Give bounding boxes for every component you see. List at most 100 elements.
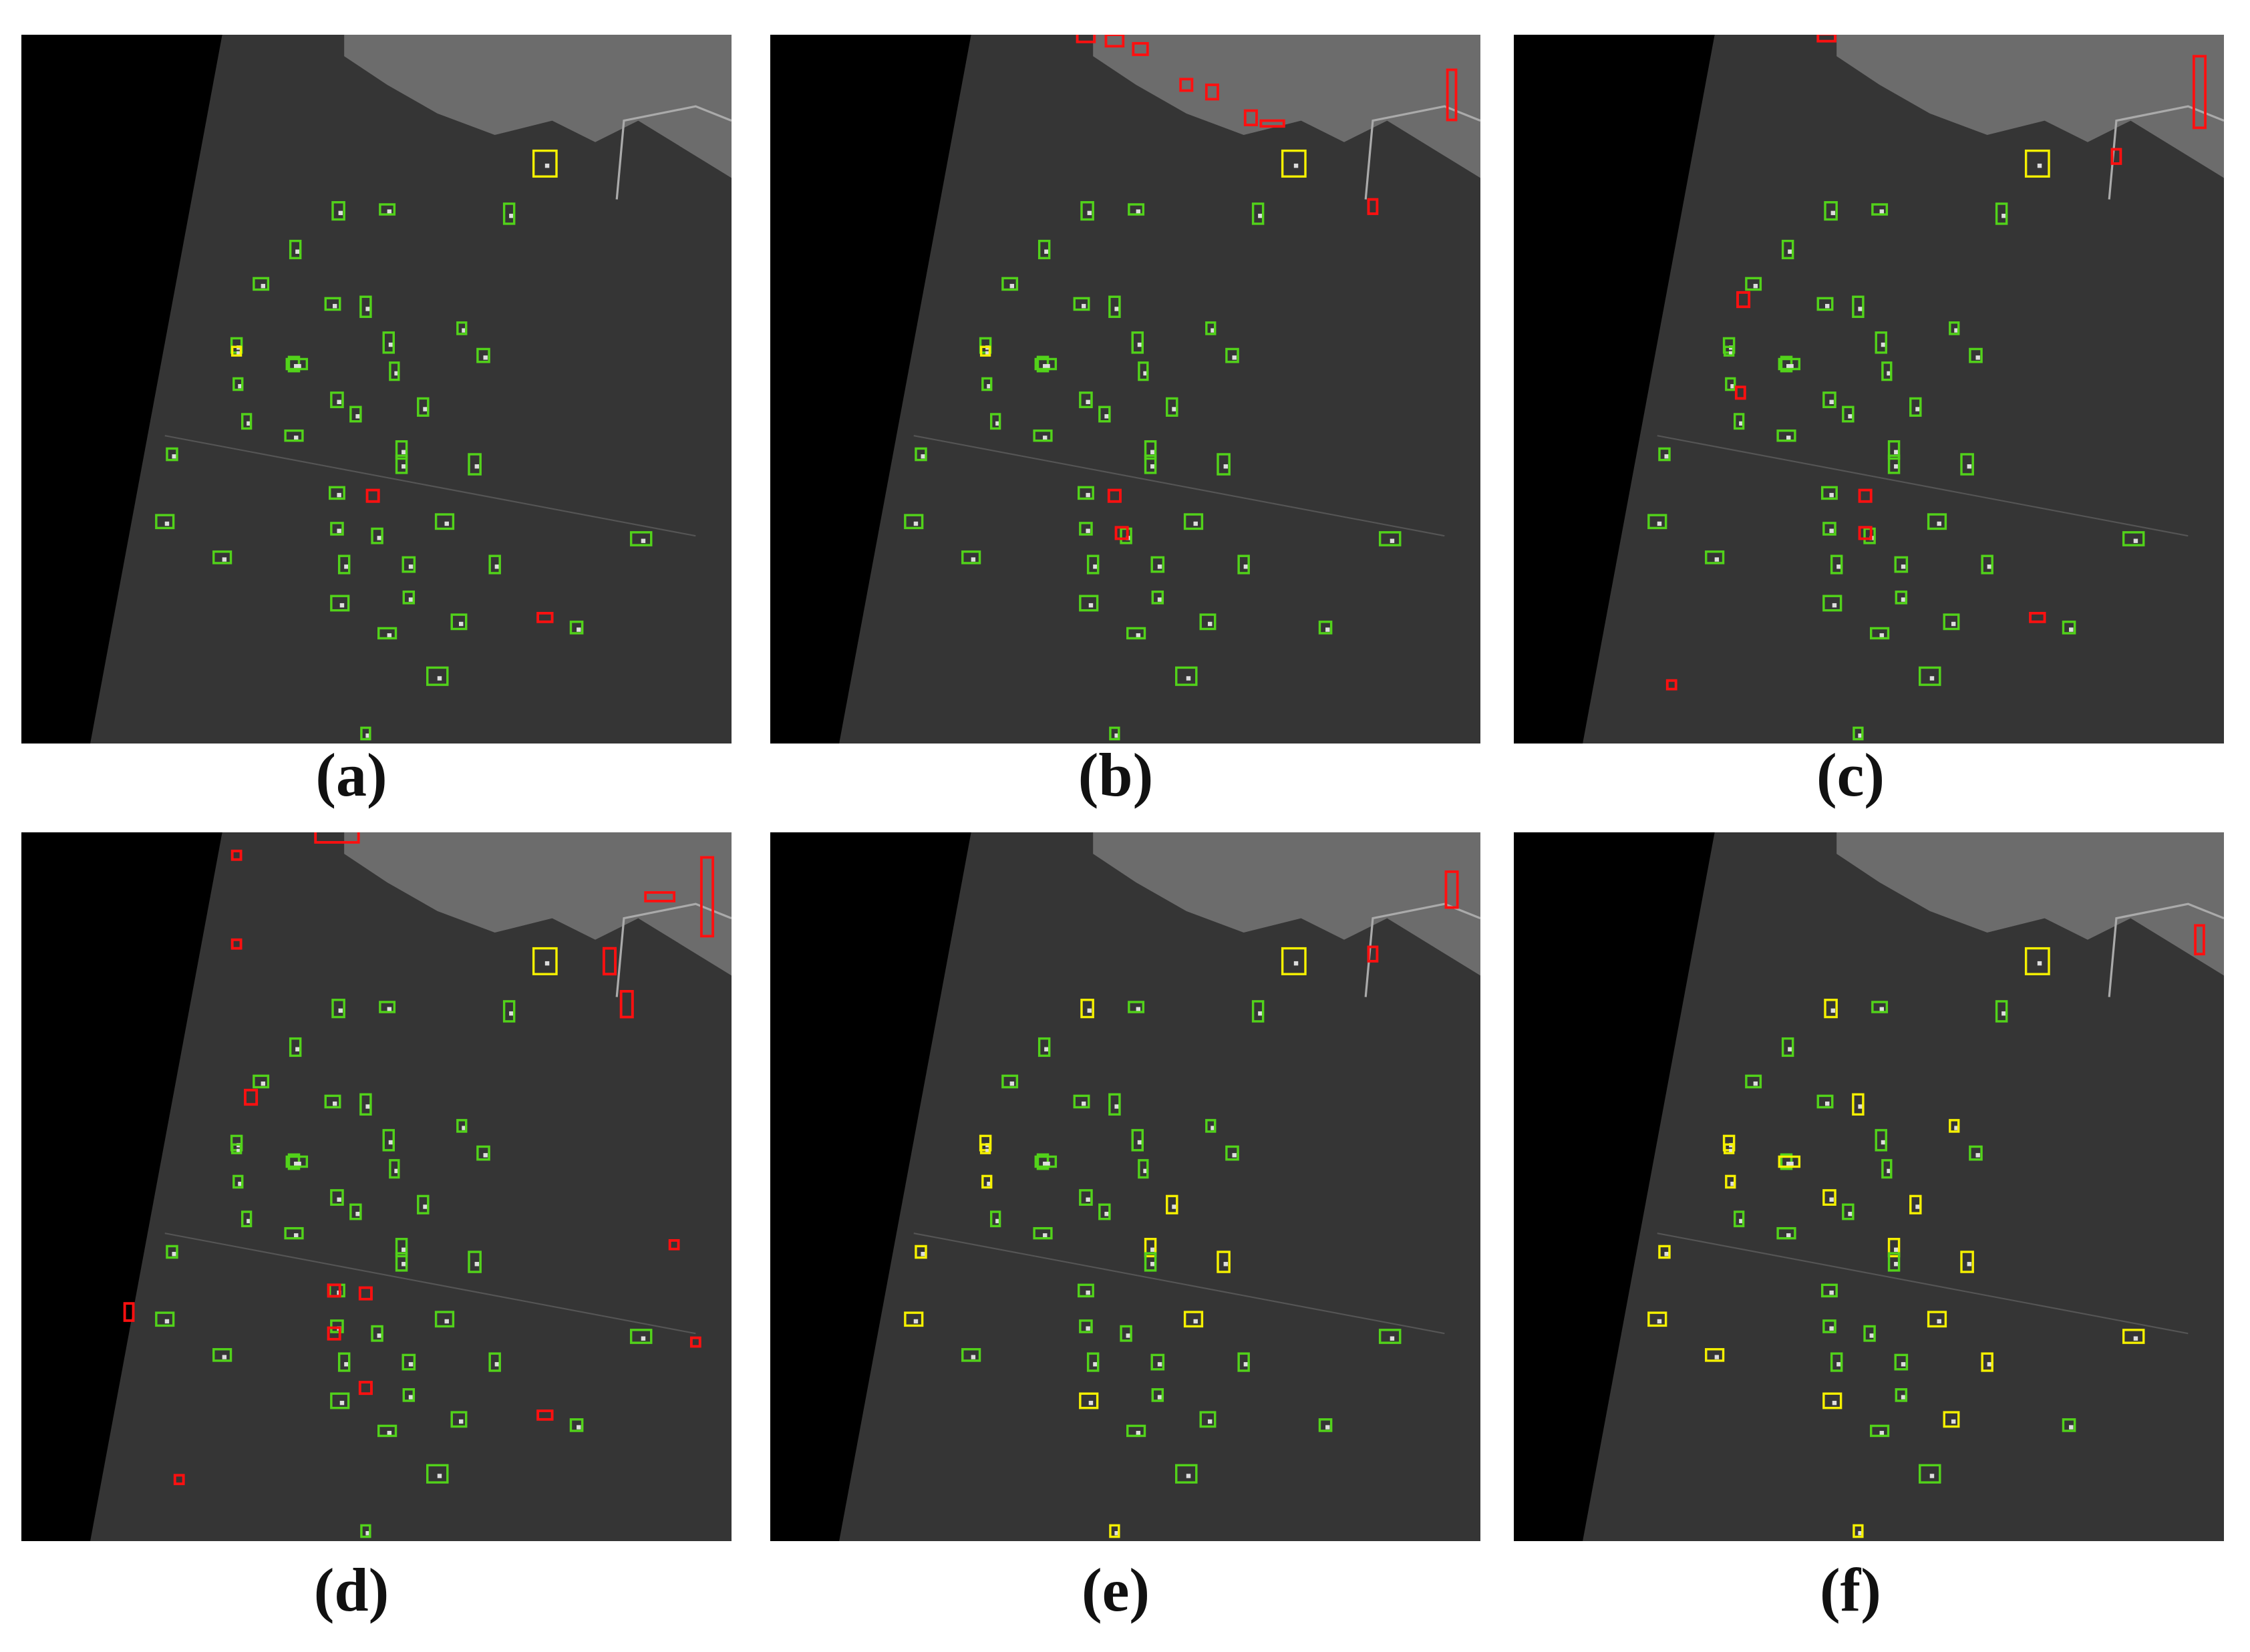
detection-box xyxy=(349,405,362,423)
ship-target xyxy=(544,961,550,966)
ship-target xyxy=(387,209,392,214)
detection-box xyxy=(961,1348,981,1362)
detection-box xyxy=(1126,627,1146,640)
ship-target xyxy=(1664,454,1669,459)
false-alarm-box xyxy=(1259,119,1285,128)
detection-box xyxy=(1943,1411,1960,1428)
ship-target xyxy=(1087,1008,1092,1013)
ship-target xyxy=(344,564,349,569)
detection-box xyxy=(1871,203,1889,216)
ship-target xyxy=(1730,1181,1735,1186)
ship-target xyxy=(1223,1262,1229,1267)
detection-box xyxy=(989,1210,1001,1228)
detection-box xyxy=(1126,1424,1146,1438)
detection-box xyxy=(360,726,371,741)
detection-box xyxy=(330,1189,344,1206)
detection-box xyxy=(1001,277,1019,291)
ship-target xyxy=(2037,961,2042,966)
ship-target xyxy=(295,1047,300,1051)
ship-target xyxy=(297,363,301,369)
ship-target xyxy=(1954,328,1959,333)
detection-box xyxy=(212,1348,232,1362)
ship-target xyxy=(1739,1218,1744,1224)
false-alarm-box xyxy=(1858,526,1873,540)
ship-target xyxy=(462,1126,466,1130)
ship-target xyxy=(544,163,550,168)
ship-target xyxy=(1937,521,1941,526)
ship-target xyxy=(1087,210,1092,216)
detection-box xyxy=(389,1159,400,1179)
detection-box xyxy=(979,345,991,357)
detection-box xyxy=(1318,621,1333,635)
detection-box xyxy=(1995,1000,2008,1023)
ship-target xyxy=(1114,1530,1119,1536)
detection-box xyxy=(1969,1145,1983,1161)
detection-box xyxy=(1776,1226,1796,1240)
ship-target xyxy=(1137,1140,1142,1145)
detection-box xyxy=(1199,613,1217,631)
coastline xyxy=(1836,832,2224,976)
detection-box xyxy=(434,513,455,530)
detection-box xyxy=(1927,513,1947,530)
detection-box xyxy=(488,554,501,574)
ship-target xyxy=(1044,249,1049,254)
ship-target xyxy=(1786,436,1791,440)
ship-target xyxy=(437,1474,442,1478)
detection-box xyxy=(1894,1353,1909,1371)
streak xyxy=(913,435,1445,537)
ship-target xyxy=(1929,676,1935,681)
detection-box xyxy=(166,447,178,462)
ship-target xyxy=(1825,303,1830,309)
false-alarm-box xyxy=(2029,612,2046,623)
ship-target xyxy=(1951,1419,1956,1424)
detection-box xyxy=(1034,357,1058,371)
detection-box xyxy=(1138,361,1149,381)
detection-box xyxy=(359,1093,372,1116)
ship-target xyxy=(2069,1425,2074,1430)
no-data-region xyxy=(1514,832,1715,1541)
detection-box xyxy=(1037,1037,1051,1057)
false-alarm-box xyxy=(619,989,634,1019)
ship-target xyxy=(1172,407,1176,411)
ship-target xyxy=(494,1362,500,1367)
ship-target xyxy=(1043,1233,1048,1238)
ship-target xyxy=(1753,283,1758,289)
no-data-region xyxy=(21,832,222,1541)
ship-target xyxy=(1150,1247,1155,1253)
detection-box xyxy=(284,429,304,442)
detection-box xyxy=(1705,550,1725,564)
ship-target xyxy=(1887,371,1891,376)
detection-box xyxy=(328,486,345,500)
detection-box xyxy=(450,613,468,631)
ship-target xyxy=(394,371,399,376)
detection-box xyxy=(1079,595,1099,612)
ship-target xyxy=(985,1148,990,1154)
ship-target xyxy=(1088,1400,1094,1406)
ship-target xyxy=(1929,1474,1935,1478)
ship-target xyxy=(1954,1126,1959,1130)
false-alarm-box xyxy=(1736,291,1751,309)
false-alarm-box xyxy=(699,856,715,938)
false-alarm-box xyxy=(1179,77,1194,92)
detection-box xyxy=(915,447,927,462)
ship-target xyxy=(1082,303,1086,309)
detection-box xyxy=(981,377,993,391)
detection-box xyxy=(1205,1119,1217,1133)
ship-target xyxy=(1879,209,1885,214)
ship-target xyxy=(1046,363,1050,369)
ship-target xyxy=(2001,213,2006,218)
detection-box xyxy=(395,440,408,460)
coastline xyxy=(1093,832,1480,976)
detection-box xyxy=(1842,405,1855,423)
ship-target xyxy=(458,621,464,627)
coastline xyxy=(344,832,732,976)
false-alarm-box xyxy=(1858,488,1873,503)
ship-target xyxy=(462,328,466,333)
false-alarm-box xyxy=(1076,35,1096,43)
false-alarm-box xyxy=(1816,35,1836,43)
ship-target xyxy=(1258,1011,1263,1016)
ship-target xyxy=(1243,1362,1249,1367)
panel-label: (d) xyxy=(314,1556,389,1624)
detection-box xyxy=(502,202,516,225)
detection-box xyxy=(426,1464,449,1484)
